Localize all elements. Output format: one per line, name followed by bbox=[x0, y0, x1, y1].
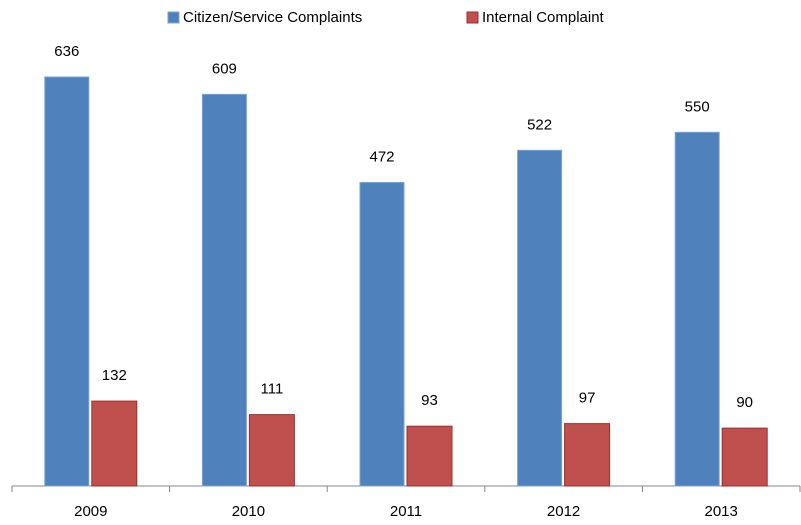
data-label: 132 bbox=[102, 367, 127, 384]
data-label: 97 bbox=[579, 390, 596, 407]
data-label: 93 bbox=[421, 392, 438, 409]
x-tick-label: 2009 bbox=[74, 503, 107, 520]
bar bbox=[91, 400, 138, 487]
bar bbox=[674, 131, 720, 487]
bar bbox=[201, 93, 247, 487]
bar bbox=[359, 181, 405, 487]
x-tick-label: 2013 bbox=[705, 503, 738, 520]
legend-swatch bbox=[466, 11, 479, 24]
bar bbox=[406, 425, 453, 487]
data-label: 636 bbox=[54, 43, 79, 60]
data-label: 609 bbox=[212, 60, 237, 77]
bar bbox=[721, 427, 768, 487]
bar bbox=[517, 149, 563, 487]
data-label: 90 bbox=[736, 394, 753, 411]
x-tick-label: 2011 bbox=[390, 503, 422, 520]
legend-swatch bbox=[167, 11, 180, 24]
bar bbox=[564, 423, 611, 487]
bar bbox=[248, 414, 295, 487]
data-label: 472 bbox=[369, 148, 394, 165]
x-tick-label: 2010 bbox=[232, 503, 265, 520]
bar bbox=[44, 76, 90, 487]
data-label: 522 bbox=[527, 116, 552, 133]
legend-label: Internal Complaint bbox=[482, 9, 605, 26]
legend-label: Citizen/Service Complaints bbox=[183, 9, 362, 26]
data-label: 111 bbox=[260, 381, 283, 398]
x-tick-label: 2012 bbox=[547, 503, 580, 520]
data-label: 550 bbox=[685, 98, 710, 115]
